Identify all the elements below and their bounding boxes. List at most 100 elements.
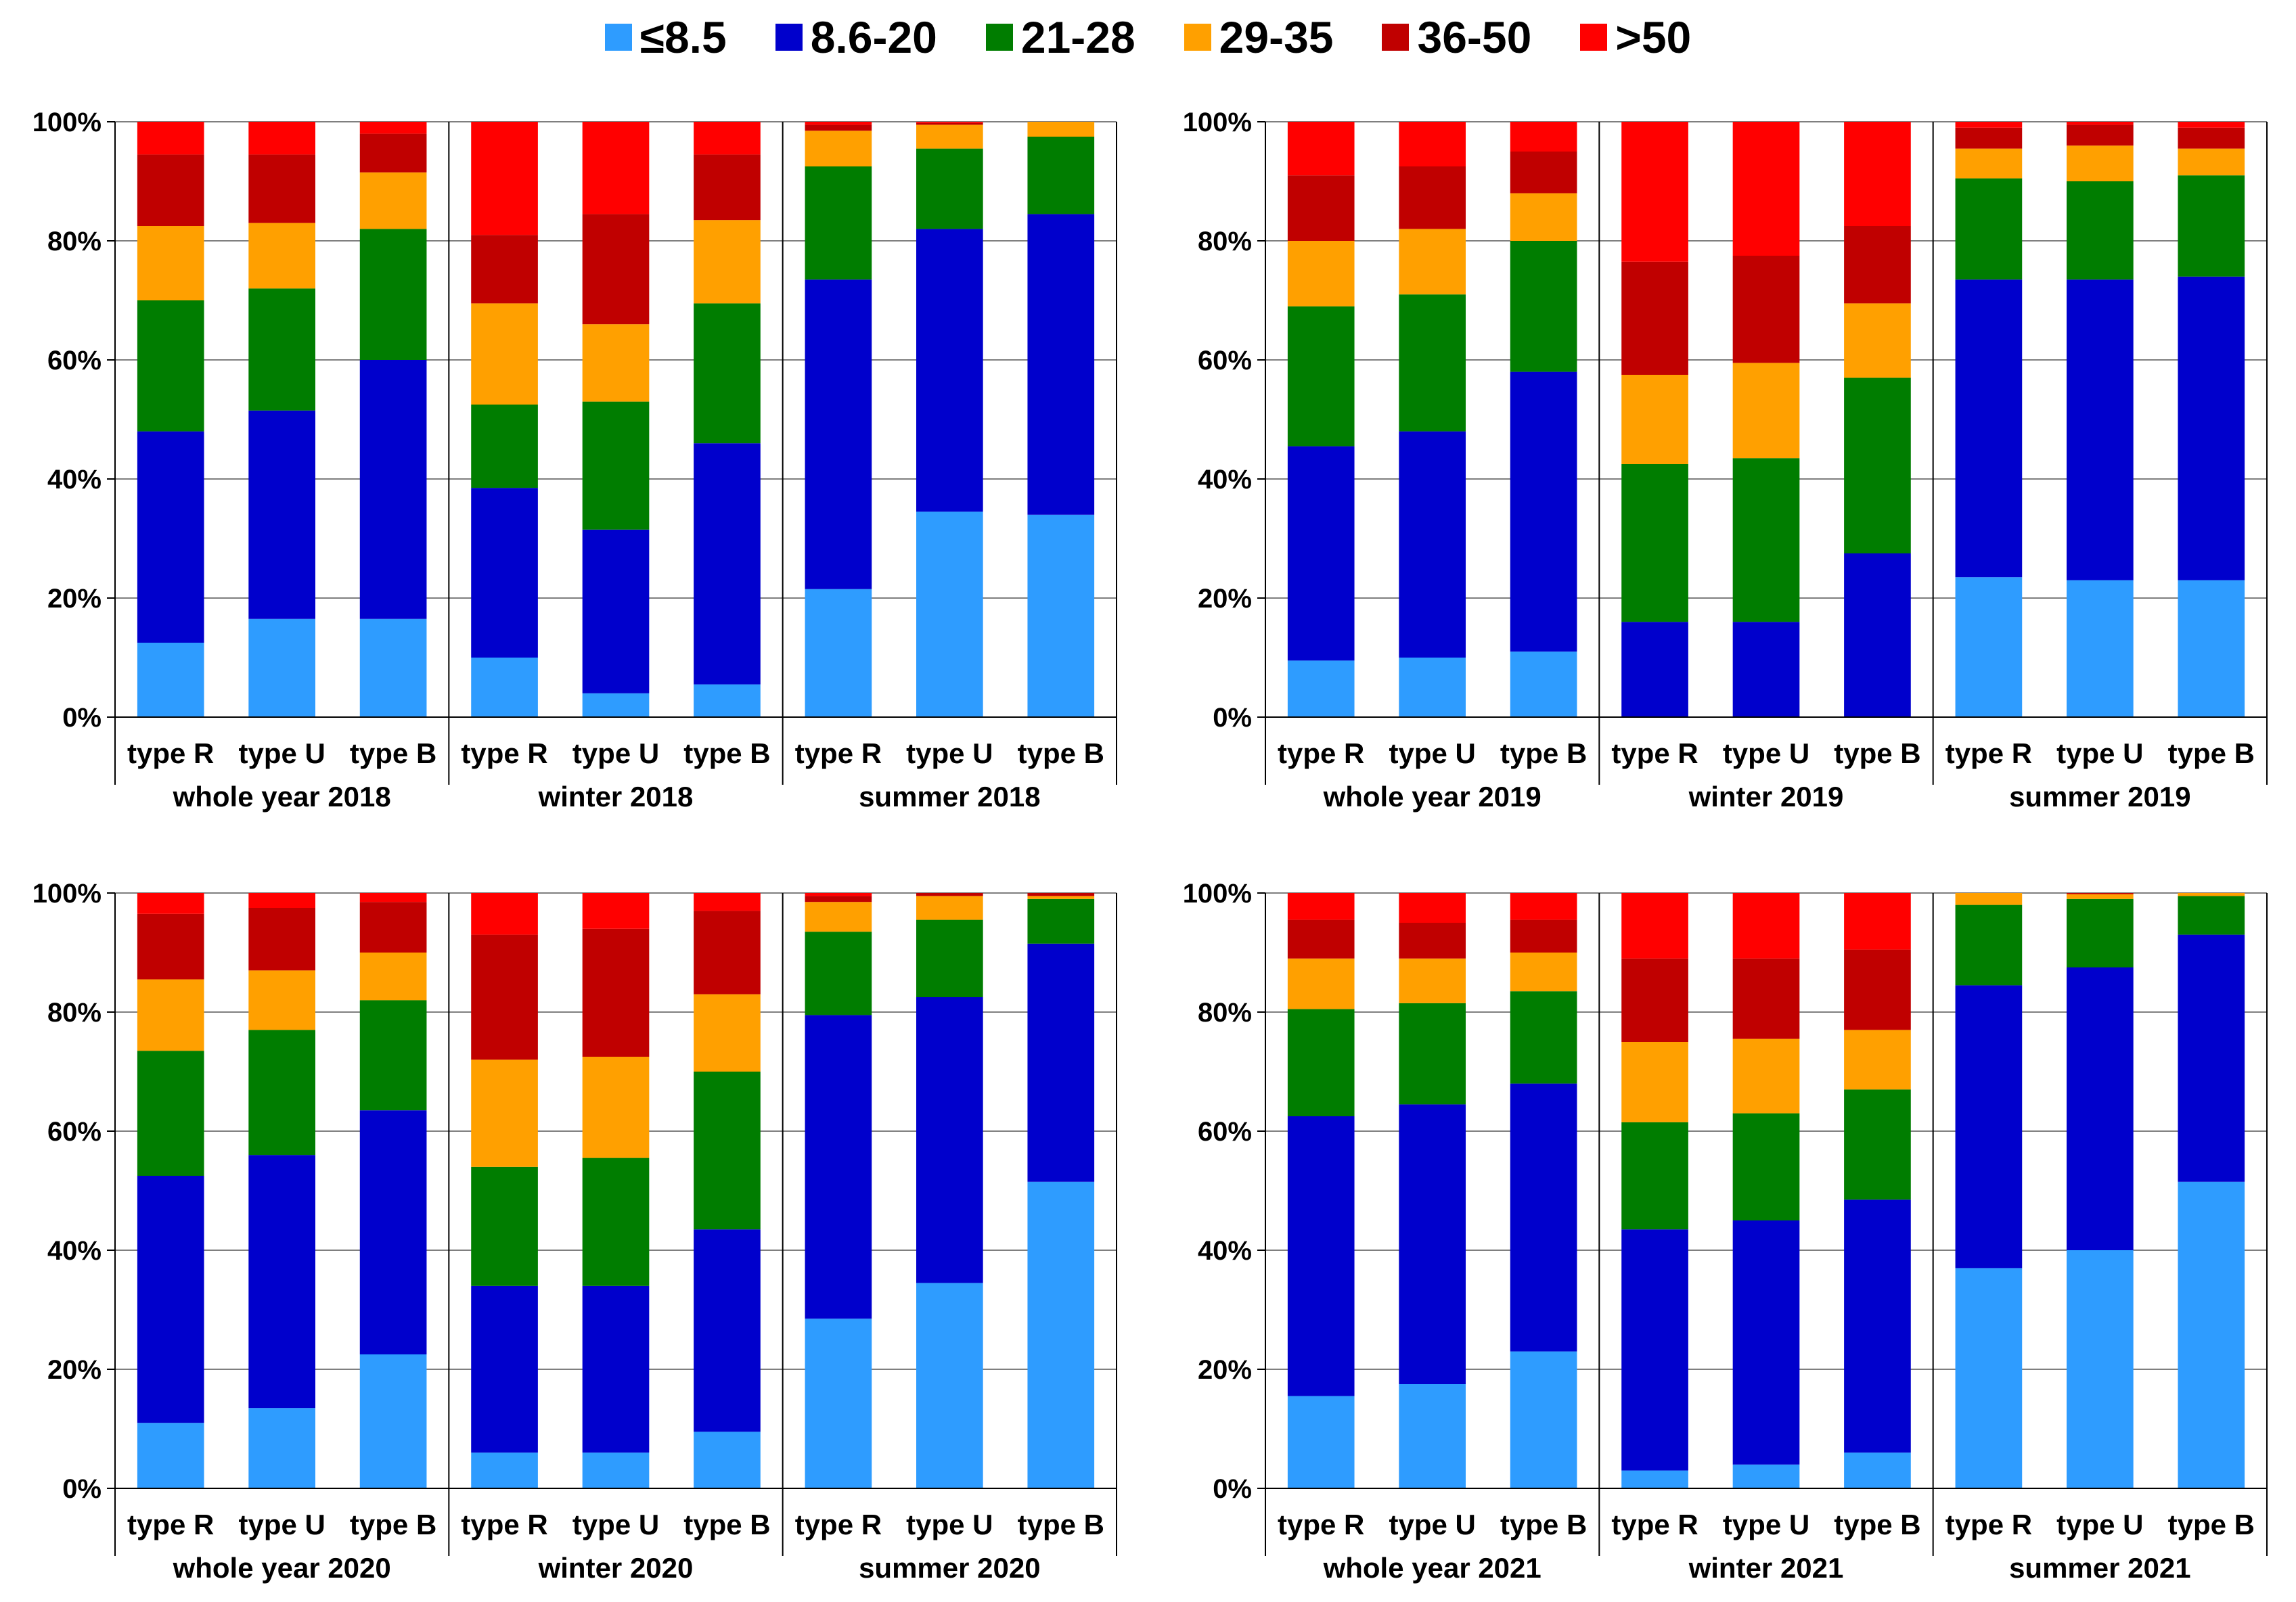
bar-segment <box>248 223 315 289</box>
bar-segment <box>137 154 204 226</box>
bar-segment <box>1844 303 1911 378</box>
y-tick-label: 60% <box>1198 1117 1252 1147</box>
bar-segment <box>2067 124 2134 146</box>
bar-segment <box>1844 1452 1911 1488</box>
bar-segment <box>1955 985 2023 1268</box>
bar-segment <box>137 893 204 914</box>
y-tick-label: 0% <box>62 703 102 733</box>
x-category-label: type B <box>350 737 436 769</box>
bar-segment <box>1844 1199 1911 1453</box>
legend-swatch <box>604 24 632 51</box>
bar-segment <box>248 893 315 908</box>
bar-segment <box>1955 178 2023 280</box>
bar-segment <box>1510 991 1577 1084</box>
legend-label: ≤8.5 <box>639 12 727 62</box>
bar-segment <box>1732 1464 1800 1488</box>
y-tick-label: 40% <box>47 1236 102 1266</box>
bar-segment <box>1732 622 1800 717</box>
bar-segment <box>694 1072 761 1230</box>
bar-segment <box>582 893 650 929</box>
bar-segment <box>1844 553 1911 717</box>
bar-segment <box>805 124 872 131</box>
bar-segment <box>1399 229 1466 295</box>
y-tick-label: 20% <box>47 584 102 614</box>
bar-segment <box>471 893 538 935</box>
bar-segment <box>2067 145 2134 181</box>
bar-segment <box>1287 893 1355 920</box>
bar-segment <box>1621 1122 1688 1230</box>
x-group-label: summer 2021 <box>2009 1552 2191 1584</box>
bar-segment <box>1510 919 1577 953</box>
bar-segment <box>359 1110 427 1354</box>
x-category-label: type U <box>1389 1509 1475 1540</box>
bar-segment <box>582 401 650 530</box>
y-tick-label: 100% <box>1183 108 1252 137</box>
bar-segment <box>805 131 872 166</box>
bar-segment <box>1287 122 1355 176</box>
bar-segment <box>137 1051 204 1176</box>
x-group-label: whole year 2019 <box>1323 781 1541 813</box>
bar-segment <box>1621 622 1688 717</box>
bar-segment <box>805 1015 872 1319</box>
bar-segment <box>2067 894 2134 899</box>
x-group-label: whole year 2018 <box>173 781 391 813</box>
legend-swatch <box>1184 24 1211 51</box>
chart-panel-2020: 0% 20% 40% 60% 80% 100% type R type U type B type… <box>32 879 1117 1584</box>
bar-segment <box>1287 306 1355 447</box>
y-tick-label: 100% <box>32 108 102 137</box>
bar-segment <box>1955 127 2023 149</box>
bar-segment <box>137 1176 204 1423</box>
bar-segment <box>1399 958 1466 1003</box>
bar-segment <box>471 405 538 488</box>
bar-segment <box>1732 893 1800 959</box>
bar-segment <box>805 896 872 902</box>
x-category-label: type U <box>1723 1509 1809 1540</box>
x-group-label: whole year 2020 <box>173 1552 391 1584</box>
bar-segment <box>694 122 761 155</box>
bar-segment <box>359 1000 427 1111</box>
y-tick-label: 40% <box>47 465 102 495</box>
x-category-label: type R <box>1945 1509 2032 1540</box>
bar-segment <box>1399 923 1466 959</box>
bar-segment <box>582 122 650 214</box>
bar-segment <box>2178 893 2245 896</box>
x-category-label: type B <box>2168 737 2255 769</box>
bar-segment <box>1621 1470 1688 1488</box>
y-tick-label: 40% <box>1198 1236 1252 1266</box>
bar-segment <box>1955 279 2023 578</box>
bar-segment <box>2178 934 2245 1182</box>
bar-segment <box>359 953 427 1001</box>
bar-segment <box>2067 122 2134 125</box>
y-tick-label: 0% <box>1213 703 1252 733</box>
bar-segment <box>1621 1229 1688 1471</box>
bar-segment <box>582 693 650 717</box>
bar-segment <box>1621 1042 1688 1122</box>
bar-segment <box>471 1059 538 1167</box>
bar-segment <box>1399 431 1466 658</box>
bar-segment <box>1732 1220 1800 1465</box>
bar-segment <box>805 893 872 896</box>
bar-segment <box>1027 943 1095 1182</box>
bar-segment <box>2178 896 2245 935</box>
bar-segment <box>2178 127 2245 149</box>
bar-segment <box>1027 893 1095 896</box>
legend-item-gt50: >50 <box>1580 15 1691 60</box>
bar-segment <box>248 970 315 1030</box>
bar-segment <box>1287 175 1355 241</box>
bar-segment <box>248 410 315 619</box>
bar-segment <box>359 893 427 902</box>
bar-segment <box>1399 166 1466 229</box>
bar-segment <box>137 431 204 643</box>
x-category-label: type B <box>1500 737 1587 769</box>
bar-segment <box>1399 658 1466 717</box>
bar-segment <box>1399 1003 1466 1105</box>
chart-panel-2021: 0% 20% 40% 60% 80% 100% type R type U type B type… <box>1183 879 2268 1584</box>
x-group-label: summer 2020 <box>859 1552 1041 1584</box>
y-tick-label: 20% <box>1198 1355 1252 1385</box>
bar-segment <box>805 122 872 125</box>
bar-segment <box>359 360 427 619</box>
x-category-label: type R <box>1278 737 1364 769</box>
x-category-label: type U <box>906 1509 993 1540</box>
bar-segment <box>2067 279 2134 580</box>
bar-segment <box>2067 898 2134 967</box>
